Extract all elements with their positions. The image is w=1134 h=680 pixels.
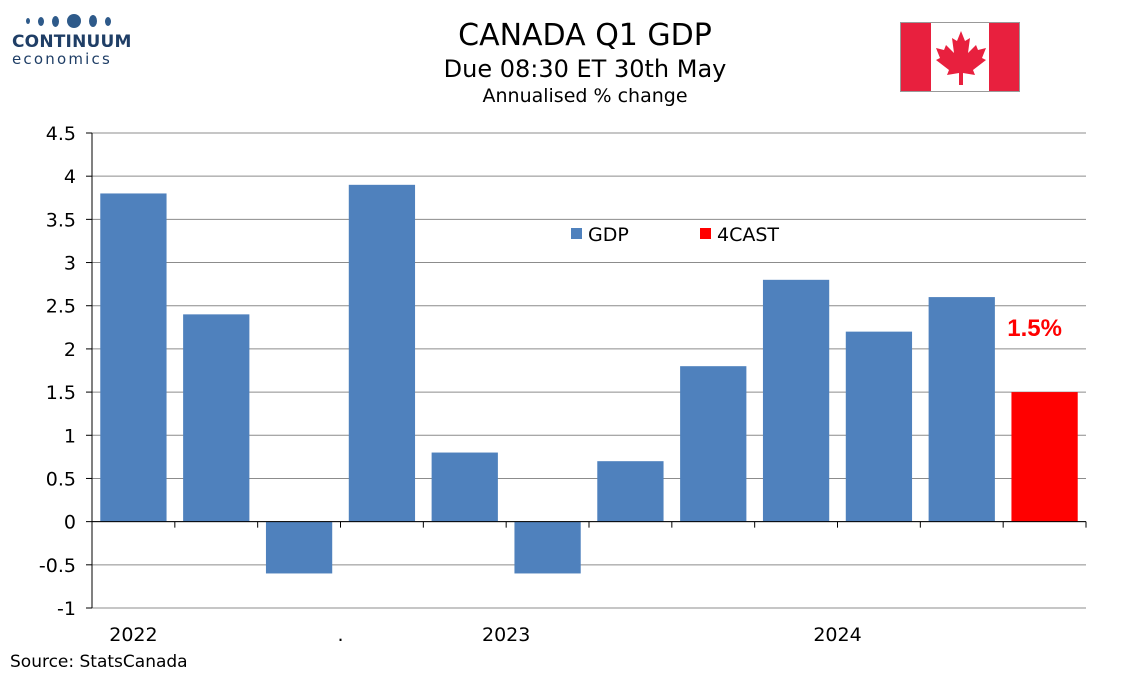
gdp-bar	[680, 366, 747, 522]
y-tick-label: 4	[64, 166, 76, 188]
x-tick-label: 2024	[813, 624, 861, 646]
y-tick-label: 3	[64, 253, 76, 275]
y-tick-label: 3.5	[46, 209, 76, 231]
gdp-bar	[265, 521, 333, 574]
forecast-annotation: 1.5%	[1007, 315, 1062, 342]
y-tick-label: 4.5	[46, 123, 76, 145]
y-tick-label: -0.5	[39, 555, 76, 577]
y-tick-label: 0	[64, 512, 76, 534]
legend-swatch-forecast	[700, 228, 711, 239]
x-tick-label: 2022	[109, 624, 157, 646]
legend-swatch-gdp	[571, 228, 582, 239]
gdp-bar	[597, 461, 664, 522]
source-note: Source: StatsCanada	[10, 652, 188, 672]
y-tick-label: 1	[64, 425, 76, 447]
x-tick-label: .	[337, 624, 343, 646]
gdp-bar	[431, 452, 498, 522]
y-tick-label: 2.5	[46, 296, 76, 318]
gdp-bar	[514, 521, 581, 574]
y-tick-label: 1.5	[46, 382, 76, 404]
legend-label-gdp: GDP	[588, 224, 629, 246]
gdp-bar	[348, 184, 416, 522]
chart-units: Annualised % change	[482, 85, 688, 107]
forecast-bar	[1011, 392, 1078, 522]
logo-sub: economics	[12, 50, 112, 68]
gdp-bar	[183, 314, 250, 522]
x-tick-label: 2023	[482, 624, 530, 646]
logo-dots-icon	[26, 14, 142, 28]
y-tick-label: 0.5	[46, 468, 76, 490]
gdp-bar	[845, 331, 913, 522]
continuum-logo: CONTINUUM economics	[12, 14, 142, 76]
y-tick-label: 2	[64, 339, 76, 361]
canada-flag-icon	[900, 22, 1020, 92]
gdp-bar	[762, 279, 830, 522]
gdp-bar	[100, 193, 167, 522]
y-tick-label: -1	[57, 598, 76, 620]
logo-name: CONTINUUM	[12, 32, 132, 52]
chart-titles: CANADA Q1 GDP Due 08:30 ET 30th May Annu…	[330, 18, 840, 108]
gdp-bar	[928, 297, 995, 522]
chart-subtitle: Due 08:30 ET 30th May	[443, 55, 727, 83]
legend-label-forecast: 4CAST	[717, 224, 779, 246]
chart-title: CANADA Q1 GDP	[458, 18, 712, 53]
